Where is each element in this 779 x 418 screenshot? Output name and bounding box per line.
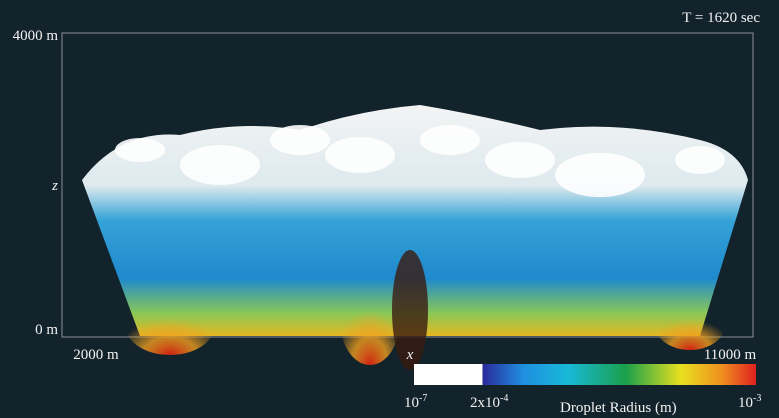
label-exponent: -4 (500, 393, 508, 404)
time-label: T = 1620 sec (682, 10, 760, 26)
label-exponent: -3 (753, 393, 761, 404)
label-base: 2x10 (470, 395, 500, 411)
hot-region (340, 275, 400, 365)
label-base: 10 (738, 395, 753, 411)
page: T = 1620 sec 4000 m z 0 m 2000 m x 11000… (0, 0, 779, 418)
label-base: 10 (404, 395, 419, 411)
colorbar-label: 10-3 (738, 393, 761, 411)
x-tick-label: 11000 m (704, 347, 757, 363)
y-axis-label: z (51, 178, 58, 194)
colorbar-label: 2x10-4 (470, 393, 508, 411)
y-tick-label: 0 m (35, 322, 58, 338)
x-axis-label: x (406, 347, 414, 363)
colorbar-label: 10-7 (404, 393, 427, 411)
x-tick-label: 2000 m (73, 347, 119, 363)
hot-region (655, 300, 725, 350)
visualization: T = 1620 sec 4000 m z 0 m 2000 m x 11000… (0, 0, 779, 418)
label-exponent: -7 (419, 393, 427, 404)
y-tick-label: 4000 m (13, 28, 59, 44)
colorbar (414, 364, 756, 385)
hot-region (125, 295, 215, 355)
colorbar-title: Droplet Radius (m) (560, 400, 677, 416)
